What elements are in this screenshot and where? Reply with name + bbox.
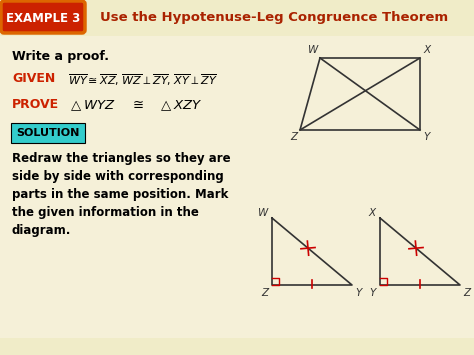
Text: Use the Hypotenuse-Leg Congruence Theorem: Use the Hypotenuse-Leg Congruence Theore…	[100, 11, 448, 24]
Text: parts in the same position. Mark: parts in the same position. Mark	[12, 188, 228, 201]
Text: side by side with corresponding: side by side with corresponding	[12, 170, 224, 183]
Text: SOLUTION: SOLUTION	[16, 128, 80, 138]
Text: X: X	[423, 45, 430, 55]
Text: PROVE: PROVE	[12, 98, 59, 111]
Text: $\cong$: $\cong$	[130, 98, 144, 111]
Text: $\triangle WYZ$: $\triangle WYZ$	[68, 98, 116, 113]
Text: $\overline{WY} \cong \overline{XZ}$, $\overline{WZ}\perp\overline{ZY}$, $\overli: $\overline{WY} \cong \overline{XZ}$, $\o…	[68, 72, 218, 88]
FancyBboxPatch shape	[0, 338, 474, 355]
Text: $\triangle XZY$: $\triangle XZY$	[158, 98, 202, 113]
FancyBboxPatch shape	[0, 0, 474, 36]
Text: the given information in the: the given information in the	[12, 206, 199, 219]
Text: Redraw the triangles so they are: Redraw the triangles so they are	[12, 152, 231, 165]
Text: GIVEN: GIVEN	[12, 72, 55, 85]
Text: Z: Z	[290, 132, 297, 142]
Text: Y: Y	[355, 288, 361, 298]
Text: Y: Y	[370, 288, 376, 298]
Text: diagram.: diagram.	[12, 224, 72, 237]
Text: EXAMPLE 3: EXAMPLE 3	[6, 11, 80, 24]
Text: W: W	[308, 45, 318, 55]
Text: X: X	[369, 208, 376, 218]
Text: W: W	[258, 208, 268, 218]
Text: Y: Y	[423, 132, 429, 142]
Text: Z: Z	[463, 288, 470, 298]
FancyBboxPatch shape	[1, 1, 85, 33]
FancyBboxPatch shape	[11, 123, 85, 143]
Text: Z: Z	[261, 288, 268, 298]
Text: Write a proof.: Write a proof.	[12, 50, 109, 63]
